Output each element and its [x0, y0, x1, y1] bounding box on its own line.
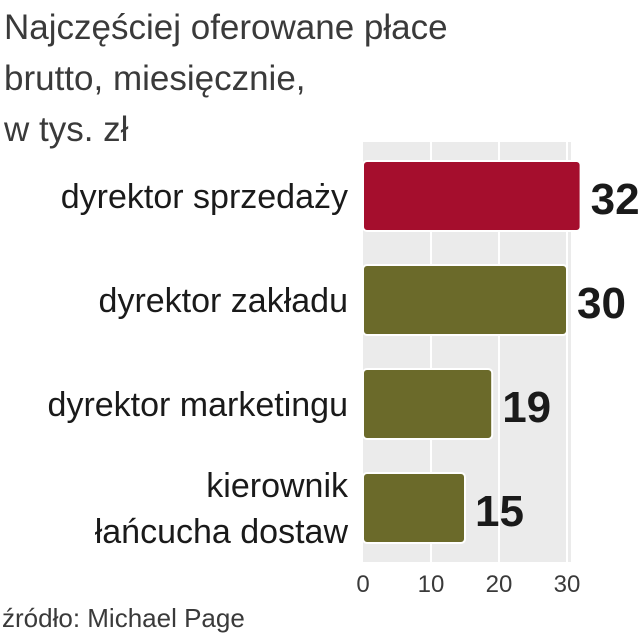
chart-title-line: brutto, miesięcznie, [4, 59, 306, 98]
bar [362, 264, 568, 336]
category-label: dyrektor sprzedaży [61, 178, 348, 216]
bar [362, 160, 582, 232]
bar [362, 368, 494, 440]
value-label: 15 [475, 487, 524, 536]
value-label: 30 [577, 279, 626, 328]
value-label: 32 [591, 175, 640, 224]
bar-chart: 32 dyrektor sprzedaży 30 dyrektor zakładu 19… [48, 142, 640, 598]
value-label: 19 [502, 383, 551, 432]
category-label: kierownik [206, 467, 349, 505]
category-label: dyrektor marketingu [48, 386, 348, 424]
x-tick-label: 10 [418, 571, 445, 598]
category-label: dyrektor zakładu [99, 282, 348, 320]
bar [362, 472, 466, 544]
source-note: źródło: Michael Page [2, 603, 245, 633]
chart-title-line: w tys. zł [4, 110, 129, 149]
x-tick-label: 0 [356, 571, 369, 598]
chart-title: Najczęściej oferowane płace brutto, mies… [4, 2, 504, 155]
category-label: łańcucha dostaw [95, 513, 349, 551]
x-tick-label: 30 [554, 571, 581, 598]
chart-title-line: Najczęściej oferowane płace [4, 8, 448, 47]
x-tick-label: 20 [486, 571, 513, 598]
